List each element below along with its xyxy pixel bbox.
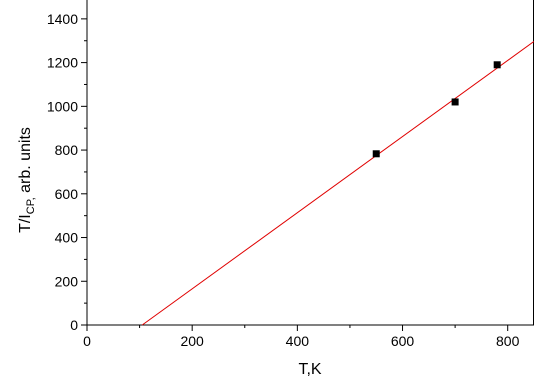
x-axis-label: T,K [298, 361, 321, 378]
y-tick-label-600: 600 [55, 186, 79, 202]
y-tick-label-200: 200 [55, 273, 79, 289]
y-tick-label-1200: 1200 [47, 55, 78, 71]
y-axis-label-subscript: CP, [25, 197, 37, 214]
y-tick-label-1000: 1000 [47, 98, 78, 114]
points-group [372, 61, 501, 158]
x-tick-label-800: 800 [496, 333, 520, 349]
y-tick-label-1400: 1400 [47, 11, 78, 27]
data-point-1 [372, 150, 380, 158]
y-axis-label-rest: arb. units [17, 127, 34, 197]
x-tick-label-0: 0 [83, 333, 91, 349]
data-point-2 [451, 98, 459, 106]
y-tick-label-400: 400 [55, 230, 79, 246]
x-tick-label-200: 200 [180, 333, 204, 349]
x-tick-label-600: 600 [391, 333, 415, 349]
y-tick-label-0: 0 [70, 317, 78, 333]
fit-line-group [141, 40, 534, 326]
y-axis-label: T/ICP, arb. units [17, 127, 37, 233]
plot-frame [86, 0, 534, 326]
data-point-3 [493, 61, 501, 69]
x-tick-label-400: 400 [286, 333, 310, 349]
y-tick-label-800: 800 [55, 142, 79, 158]
y-ticks-group: 0 200 400 600 800 1000 1200 1400 [47, 11, 87, 333]
y-axis-label-main: T/I [17, 214, 34, 233]
fit-line [141, 40, 534, 326]
x-ticks-group: 0 200 400 600 800 [83, 325, 520, 349]
